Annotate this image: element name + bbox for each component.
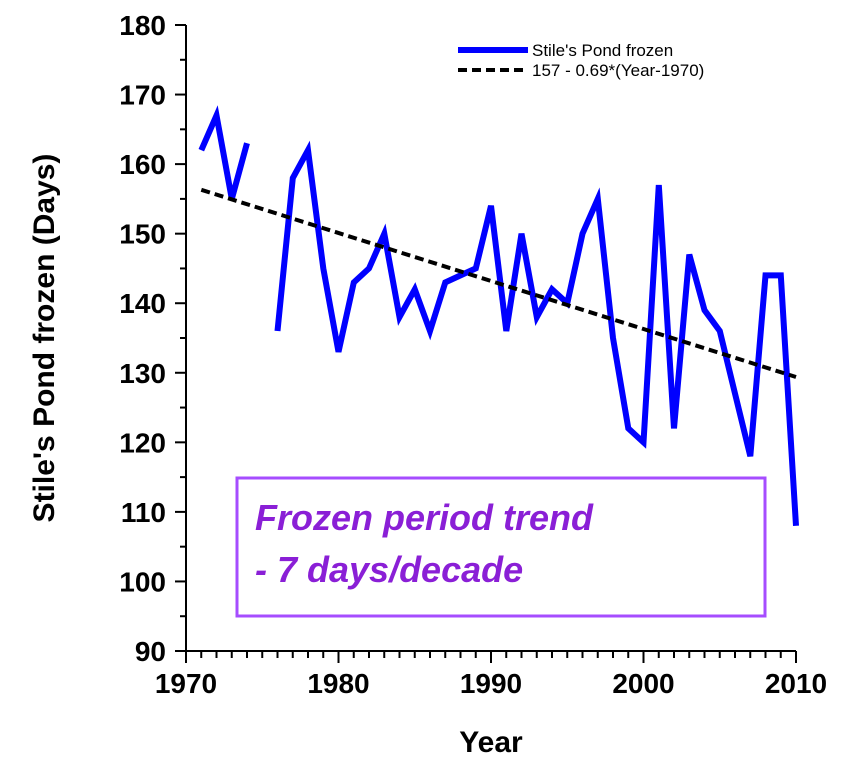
x-axis: 1970 1980 1990 2000 2010 <box>155 651 827 699</box>
y-tick-label: 110 <box>121 497 166 528</box>
annotation-text: - 7 days/decade <box>255 549 523 590</box>
y-tick-label: 100 <box>119 566 166 597</box>
y-tick-label: 180 <box>119 10 166 41</box>
y-tick-label: 150 <box>119 219 166 250</box>
y-axis: 90 100 110 120 130 140 150 160 170 180 <box>119 10 186 667</box>
legend-label: 157 - 0.69*(Year-1970) <box>532 61 704 80</box>
x-tick-label: 1970 <box>155 668 217 699</box>
series-layer <box>198 105 799 526</box>
x-axis-title: Year <box>459 726 523 759</box>
legend-label: Stile's Pond frozen <box>532 41 673 60</box>
trend-line <box>200 187 797 379</box>
x-tick-label: 2000 <box>612 668 674 699</box>
x-tick-label: 1990 <box>460 668 522 699</box>
y-axis-title: Stile's Pond frozen (Days) <box>28 154 61 523</box>
series-line <box>198 105 250 200</box>
series-line <box>274 140 799 526</box>
annotation-border <box>235 476 767 618</box>
y-tick-label: 170 <box>119 80 166 111</box>
annotation-box: Frozen period trend - 7 days/decade <box>235 476 767 618</box>
x-tick-label: 1980 <box>307 668 369 699</box>
annotation-text: Frozen period trend <box>255 497 594 538</box>
y-tick-label: 160 <box>119 149 166 180</box>
y-tick-label: 120 <box>119 427 166 458</box>
y-tick-label: 130 <box>119 358 166 389</box>
x-tick-label: 2010 <box>765 668 827 699</box>
y-tick-label: 140 <box>119 288 166 319</box>
y-tick-label: 90 <box>135 636 166 667</box>
